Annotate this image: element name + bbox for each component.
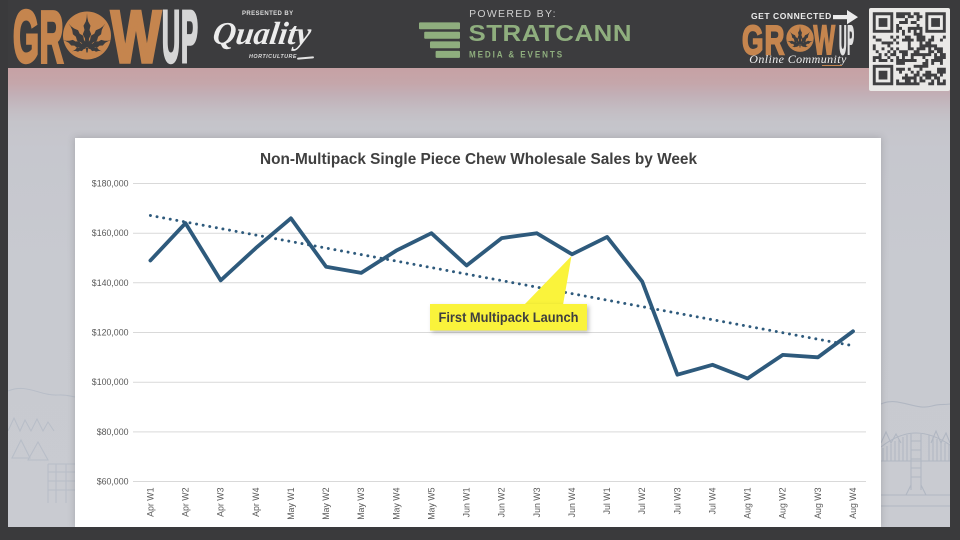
svg-text:Jun W1: Jun W1 [462,487,472,517]
svg-text:$160,000: $160,000 [92,228,129,238]
svg-text:Jun W2: Jun W2 [497,487,507,517]
svg-text:May W4: May W4 [391,487,401,519]
svg-text:Jun W3: Jun W3 [532,487,542,517]
svg-text:W: W [111,0,161,68]
svg-text:Non-Multipack Single Piece Che: Non-Multipack Single Piece Chew Wholesal… [260,151,697,168]
svg-text:U: U [162,0,180,68]
svg-text:$80,000: $80,000 [97,427,129,437]
svg-text:P: P [181,0,198,68]
svg-text:Apr W4: Apr W4 [251,487,261,516]
svg-text:G: G [742,20,764,63]
svg-text:$100,000: $100,000 [92,377,129,387]
svg-text:Jun W4: Jun W4 [567,487,577,517]
svg-text:Aug W1: Aug W1 [743,487,753,518]
svg-text:May W5: May W5 [426,487,436,519]
svg-text:$60,000: $60,000 [97,477,129,487]
svg-text:G: G [13,0,39,68]
svg-text:May W3: May W3 [356,487,366,519]
svg-text:Jul W1: Jul W1 [602,487,612,514]
svg-text:May W1: May W1 [286,487,296,519]
svg-text:STRATCANN: STRATCANN [469,20,633,46]
svg-text:Aug W3: Aug W3 [813,487,823,518]
svg-text:May W2: May W2 [321,487,331,519]
svg-text:MEDIA & EVENTS: MEDIA & EVENTS [469,50,564,60]
svg-text:$180,000: $180,000 [92,179,129,189]
svg-text:Apr W3: Apr W3 [216,487,226,516]
svg-text:$120,000: $120,000 [92,328,129,338]
svg-text:R: R [40,0,64,68]
svg-text:P: P [847,20,854,63]
svg-text:Aug W4: Aug W4 [848,487,858,518]
svg-text:W: W [814,20,836,63]
svg-text:Apr W2: Apr W2 [181,487,191,516]
svg-text:$140,000: $140,000 [92,278,129,288]
svg-text:First Multipack Launch: First Multipack Launch [439,310,579,325]
svg-text:Jul W2: Jul W2 [637,487,647,514]
svg-text:Aug W2: Aug W2 [778,487,788,518]
svg-text:Jul W4: Jul W4 [708,487,718,514]
svg-text:POWERED BY:: POWERED BY: [469,8,557,20]
svg-text:U: U [839,20,847,63]
svg-text:R: R [765,20,785,63]
svg-text:Apr W1: Apr W1 [145,487,155,516]
svg-text:Jul W3: Jul W3 [672,487,682,514]
